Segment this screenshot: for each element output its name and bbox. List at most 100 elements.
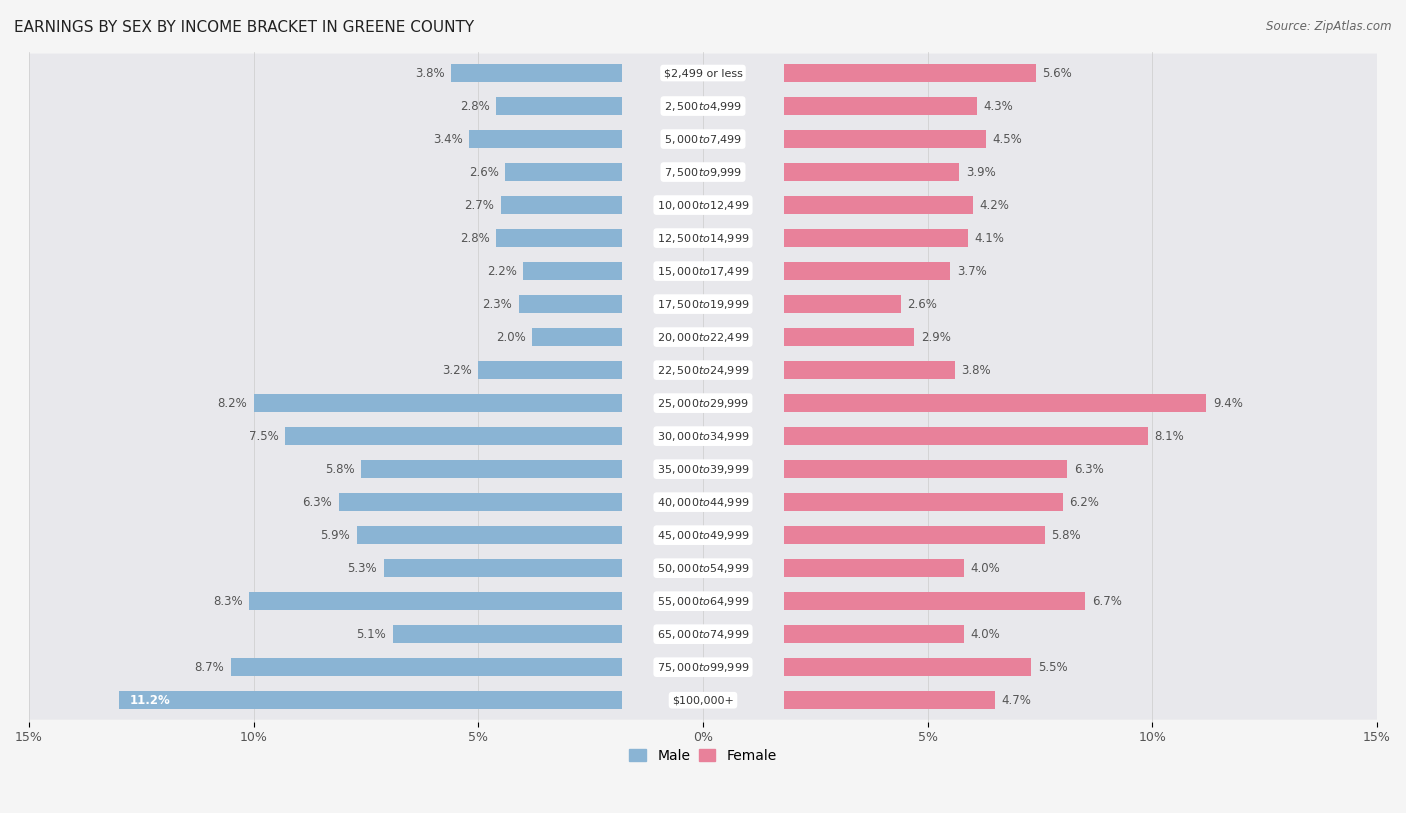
FancyBboxPatch shape <box>21 153 1385 192</box>
Bar <box>785 625 963 643</box>
Text: 7.5%: 7.5% <box>249 429 278 442</box>
FancyBboxPatch shape <box>21 648 1385 687</box>
Text: 6.3%: 6.3% <box>1074 463 1104 476</box>
Bar <box>451 64 621 82</box>
Text: 2.2%: 2.2% <box>486 264 516 277</box>
FancyBboxPatch shape <box>21 318 1385 357</box>
Bar <box>785 229 969 247</box>
Bar <box>785 460 1067 478</box>
Text: EARNINGS BY SEX BY INCOME BRACKET IN GREENE COUNTY: EARNINGS BY SEX BY INCOME BRACKET IN GRE… <box>14 20 474 35</box>
FancyBboxPatch shape <box>21 549 1385 588</box>
Text: 4.7%: 4.7% <box>1002 693 1032 706</box>
Text: $7,500 to $9,999: $7,500 to $9,999 <box>664 166 742 179</box>
Text: 4.0%: 4.0% <box>970 562 1000 575</box>
Text: 3.2%: 3.2% <box>441 363 471 376</box>
Text: $55,000 to $64,999: $55,000 to $64,999 <box>657 594 749 607</box>
Text: $15,000 to $17,499: $15,000 to $17,499 <box>657 264 749 277</box>
Bar <box>501 196 621 214</box>
Text: $5,000 to $7,499: $5,000 to $7,499 <box>664 133 742 146</box>
Bar <box>785 394 1206 412</box>
Text: $12,500 to $14,999: $12,500 to $14,999 <box>657 232 749 245</box>
Text: 5.6%: 5.6% <box>1042 67 1071 80</box>
Text: 3.9%: 3.9% <box>966 166 995 179</box>
Text: $17,500 to $19,999: $17,500 to $19,999 <box>657 298 749 311</box>
FancyBboxPatch shape <box>21 450 1385 489</box>
Bar <box>496 229 621 247</box>
Text: 2.6%: 2.6% <box>907 298 938 311</box>
FancyBboxPatch shape <box>21 582 1385 620</box>
Bar <box>785 361 955 379</box>
Text: 3.7%: 3.7% <box>957 264 987 277</box>
Text: $65,000 to $74,999: $65,000 to $74,999 <box>657 628 749 641</box>
Bar <box>523 262 621 280</box>
Bar <box>505 163 621 181</box>
Text: 4.5%: 4.5% <box>993 133 1022 146</box>
Text: $40,000 to $44,999: $40,000 to $44,999 <box>657 496 749 509</box>
Text: 8.7%: 8.7% <box>194 661 225 674</box>
Text: 11.2%: 11.2% <box>129 693 170 706</box>
Bar <box>785 493 1063 511</box>
Text: $50,000 to $54,999: $50,000 to $54,999 <box>657 562 749 575</box>
Text: 3.4%: 3.4% <box>433 133 463 146</box>
Text: $45,000 to $49,999: $45,000 to $49,999 <box>657 528 749 541</box>
FancyBboxPatch shape <box>21 515 1385 554</box>
FancyBboxPatch shape <box>21 120 1385 159</box>
Text: 2.8%: 2.8% <box>460 99 489 112</box>
FancyBboxPatch shape <box>21 615 1385 654</box>
Bar <box>785 262 950 280</box>
Text: 5.9%: 5.9% <box>321 528 350 541</box>
Bar <box>785 691 995 709</box>
Text: 6.3%: 6.3% <box>302 496 332 509</box>
Text: 5.5%: 5.5% <box>1038 661 1067 674</box>
Bar <box>496 97 621 115</box>
Text: $22,500 to $24,999: $22,500 to $24,999 <box>657 363 749 376</box>
Text: $100,000+: $100,000+ <box>672 695 734 705</box>
Bar <box>785 196 973 214</box>
Bar <box>785 295 901 313</box>
Bar <box>533 328 621 346</box>
Bar <box>478 361 621 379</box>
FancyBboxPatch shape <box>21 483 1385 522</box>
Text: 5.8%: 5.8% <box>1052 528 1081 541</box>
FancyBboxPatch shape <box>21 680 1385 720</box>
FancyBboxPatch shape <box>21 185 1385 224</box>
Text: Source: ZipAtlas.com: Source: ZipAtlas.com <box>1267 20 1392 33</box>
Bar <box>470 130 621 148</box>
Text: 2.8%: 2.8% <box>460 232 489 245</box>
FancyBboxPatch shape <box>21 86 1385 125</box>
FancyBboxPatch shape <box>21 251 1385 290</box>
Bar <box>785 592 1085 611</box>
Text: 4.3%: 4.3% <box>984 99 1014 112</box>
Bar <box>361 460 621 478</box>
FancyBboxPatch shape <box>21 285 1385 324</box>
FancyBboxPatch shape <box>21 384 1385 423</box>
Bar <box>785 427 1147 446</box>
Bar <box>785 559 963 577</box>
Bar <box>785 328 914 346</box>
Bar <box>357 526 621 544</box>
Text: $75,000 to $99,999: $75,000 to $99,999 <box>657 661 749 674</box>
Text: 3.8%: 3.8% <box>415 67 444 80</box>
Text: $35,000 to $39,999: $35,000 to $39,999 <box>657 463 749 476</box>
FancyBboxPatch shape <box>21 54 1385 93</box>
Text: 2.0%: 2.0% <box>496 331 526 344</box>
Bar <box>285 427 621 446</box>
Text: 5.1%: 5.1% <box>357 628 387 641</box>
Bar <box>785 130 986 148</box>
Bar <box>392 625 621 643</box>
Text: 2.9%: 2.9% <box>921 331 950 344</box>
Legend: Male, Female: Male, Female <box>624 743 782 768</box>
FancyBboxPatch shape <box>21 219 1385 258</box>
Bar <box>785 526 1045 544</box>
Text: 3.8%: 3.8% <box>962 363 991 376</box>
Bar <box>785 163 959 181</box>
Text: $25,000 to $29,999: $25,000 to $29,999 <box>657 397 749 410</box>
Text: 8.2%: 8.2% <box>217 397 247 410</box>
Bar <box>253 394 621 412</box>
Bar <box>519 295 621 313</box>
FancyBboxPatch shape <box>21 416 1385 455</box>
Bar <box>785 658 1031 676</box>
Text: 6.7%: 6.7% <box>1091 594 1122 607</box>
FancyBboxPatch shape <box>21 350 1385 389</box>
Text: 8.1%: 8.1% <box>1154 429 1184 442</box>
